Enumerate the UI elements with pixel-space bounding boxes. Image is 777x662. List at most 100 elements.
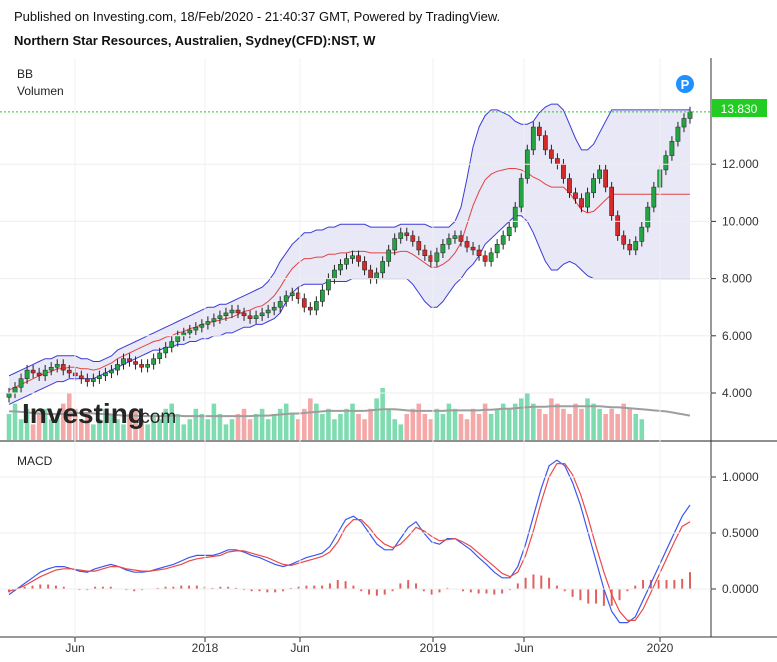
- x-tick-label: Jun: [514, 641, 533, 655]
- volume-bar: [85, 414, 90, 440]
- price-marker[interactable]: P: [676, 75, 694, 93]
- candle: [169, 336, 175, 353]
- candle-body: [265, 309, 271, 314]
- candle: [681, 113, 687, 133]
- volume-bar: [235, 414, 241, 440]
- candle-body: [241, 312, 247, 317]
- volume-bar: [121, 424, 126, 440]
- volume-bar: [241, 408, 247, 440]
- volume-bar: [410, 408, 416, 440]
- volume-bar: [627, 408, 633, 440]
- volume-bar: [91, 424, 96, 440]
- volume-bar: [229, 419, 235, 440]
- candle-body: [235, 309, 241, 314]
- candle-body: [18, 378, 24, 388]
- candle-body: [6, 392, 12, 398]
- candle: [205, 316, 211, 330]
- volume-bar: [115, 419, 120, 440]
- candle: [235, 304, 241, 319]
- marker-letter: P: [681, 77, 690, 92]
- candle: [386, 244, 392, 267]
- candle-body: [573, 192, 578, 199]
- candle: [518, 173, 524, 213]
- bb-lower-line: [8, 215, 690, 405]
- volume-bar: [151, 414, 156, 440]
- volume-bar: [464, 419, 470, 440]
- candle-body: [356, 255, 361, 262]
- candle: [301, 293, 307, 313]
- candle: [603, 164, 608, 193]
- candle-body: [675, 126, 681, 142]
- candle-body: [422, 249, 428, 256]
- candle: [103, 367, 108, 381]
- candle: [573, 187, 578, 204]
- candle-body: [627, 244, 633, 251]
- candle-body: [585, 192, 590, 208]
- candle: [145, 359, 150, 373]
- candle-body: [193, 326, 199, 331]
- macd-label: MACD: [17, 454, 53, 468]
- candle: [464, 236, 470, 253]
- macd-tick-label: 1.0000: [722, 470, 759, 484]
- candle: [512, 201, 518, 233]
- candle: [199, 319, 205, 333]
- candle: [627, 239, 633, 256]
- volume-bar: [597, 408, 602, 440]
- candle-body: [621, 235, 627, 245]
- candle: [404, 227, 410, 241]
- candle-body: [500, 235, 506, 245]
- candle-body: [344, 258, 349, 265]
- candle: [530, 121, 536, 156]
- candle-body: [42, 369, 48, 377]
- volume-bar: [163, 408, 168, 440]
- candle-body: [115, 364, 120, 371]
- candle: [84, 373, 90, 387]
- watermark-brand: Investing: [22, 398, 145, 429]
- candle: [675, 121, 681, 147]
- candle-body: [91, 378, 96, 382]
- candle: [320, 284, 325, 307]
- bollinger-bands: [8, 103, 690, 405]
- candle-body: [121, 358, 126, 365]
- candle-body: [567, 178, 572, 194]
- candle-body: [609, 186, 615, 216]
- volume-bar: [500, 403, 506, 440]
- volume-bar: [265, 419, 271, 440]
- marker-circle[interactable]: [676, 75, 694, 93]
- volume-bar: [259, 408, 265, 440]
- volume-bar: [314, 403, 319, 440]
- volume-bar: [211, 403, 217, 440]
- volume-bar: [470, 408, 476, 440]
- bb-middle-line: [8, 168, 690, 391]
- volume-bar: [338, 414, 343, 440]
- volume-bar: [193, 408, 199, 440]
- candle-body: [350, 255, 355, 259]
- candle: [585, 187, 590, 213]
- candle: [645, 201, 651, 233]
- candle: [151, 353, 156, 370]
- candle-body: [289, 292, 295, 297]
- volume-bar: [404, 414, 410, 440]
- candle: [482, 250, 488, 267]
- candle: [271, 302, 277, 316]
- volume-bar: [42, 408, 48, 440]
- volume-bar: [145, 424, 150, 440]
- candle: [536, 121, 542, 141]
- volume-bar: [223, 424, 229, 440]
- x-tick-label: 2019: [420, 641, 447, 655]
- candle: [410, 230, 416, 247]
- candle-body: [169, 341, 175, 348]
- candle-body: [60, 364, 66, 371]
- candle-body: [374, 272, 379, 279]
- candle: [651, 181, 657, 213]
- volume-bar: [217, 414, 223, 440]
- volume-bar: [133, 408, 138, 440]
- volume-bar: [615, 414, 620, 440]
- volume-bar: [247, 419, 253, 440]
- candle: [78, 370, 84, 384]
- volume-bar: [603, 414, 608, 440]
- candle: [60, 359, 66, 376]
- candle: [488, 247, 494, 267]
- candle: [639, 221, 645, 247]
- candle-body: [603, 169, 608, 188]
